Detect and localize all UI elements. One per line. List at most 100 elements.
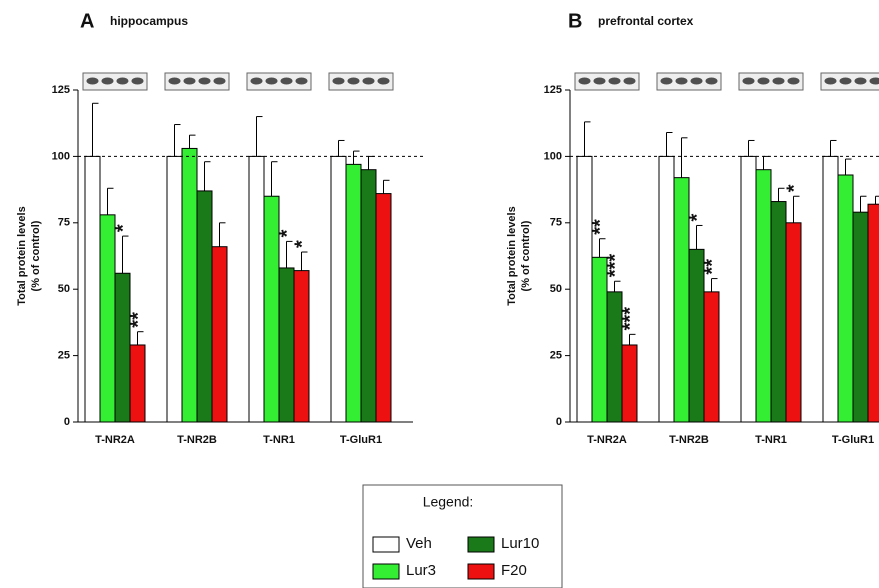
bar [704,292,719,422]
significance: * [113,224,135,232]
y-tick-label: 100 [52,150,70,162]
y-tick-label: 50 [58,283,70,295]
blot-band [348,78,360,85]
x-tick-label: T-NR2B [669,434,709,446]
blot-band [661,78,673,85]
y-axis-label: (% of control) [520,220,532,291]
y-tick-label: 125 [544,84,562,96]
y-tick-label: 75 [550,217,562,229]
blot-band [825,78,837,85]
blot-band [691,78,703,85]
y-axis-label: (% of control) [30,220,42,291]
y-tick-label: 50 [550,283,562,295]
y-tick-label: 75 [58,217,70,229]
y-tick-label: 25 [58,350,70,362]
bar [853,212,868,422]
bar [756,170,771,422]
x-tick-label: T-NR1 [755,434,787,446]
significance: * [277,229,299,237]
y-axis-label: Total protein levels [16,206,28,305]
legend-label: F20 [501,562,527,579]
blot-band [758,78,770,85]
legend-label: Lur10 [501,535,539,552]
bar [741,156,756,422]
bar [279,268,294,422]
blot-band [676,78,688,85]
panel-title: hippocampus [110,14,188,28]
blot-band [788,78,800,85]
bar [197,191,212,422]
x-tick-label: T-NR1 [263,434,295,446]
significance: * [687,213,709,221]
panel-label: B [568,10,582,32]
bar [212,247,227,422]
x-tick-label: T-GluR1 [832,434,874,446]
blot-band [609,78,621,85]
bar [659,156,674,422]
blot-band [579,78,591,85]
y-tick-label: 0 [64,416,70,428]
x-tick-label: T-NR2B [177,434,217,446]
bar [346,164,361,422]
x-tick-label: T-NR2A [95,434,135,446]
significance: *** [605,254,627,278]
significance: ** [590,219,612,235]
legend-title: Legend: [423,494,474,510]
bar [622,345,637,422]
bar [361,170,376,422]
bar [182,148,197,422]
bar [100,215,115,422]
blot-band [333,78,345,85]
blot-band [624,78,636,85]
bar [249,156,264,422]
bar [838,175,853,422]
blot-band [266,78,278,85]
panel-title: prefrontal cortex [598,14,694,28]
blot-band [296,78,308,85]
bar [376,194,391,422]
blot-band [378,78,390,85]
significance: *** [620,307,642,331]
blot-band [199,78,211,85]
y-tick-label: 25 [550,350,562,362]
legend-swatch [373,564,399,579]
blot-band [594,78,606,85]
bar [130,345,145,422]
blot-band [281,78,293,85]
y-tick-label: 125 [52,84,70,96]
bar [577,156,592,422]
significance: * [292,240,314,248]
bar [592,257,607,422]
legend-swatch [373,537,399,552]
bar [771,202,786,422]
significance: ** [702,259,724,275]
bar [167,156,182,422]
significance: ** [128,312,150,328]
bar [294,271,309,422]
blot-band [102,78,114,85]
blot-band [840,78,852,85]
bar [115,273,130,422]
blot-band [184,78,196,85]
blot-band [132,78,144,85]
legend-label: Lur3 [406,562,436,579]
bar [786,223,801,422]
blot-band [214,78,226,85]
legend-swatch [468,537,494,552]
x-tick-label: T-NR2A [587,434,627,446]
bar [868,204,879,422]
x-tick-label: T-GluR1 [340,434,382,446]
y-tick-label: 100 [544,150,562,162]
y-axis-label: Total protein levels [506,206,518,305]
blot-band [706,78,718,85]
y-tick-label: 0 [556,416,562,428]
blot-band [743,78,755,85]
blot-band [117,78,129,85]
blot-band [363,78,375,85]
bar [823,156,838,422]
blot-band [251,78,263,85]
bar [331,156,346,422]
blot-band [87,78,99,85]
legend-label: Veh [406,535,432,552]
blot-band [855,78,867,85]
